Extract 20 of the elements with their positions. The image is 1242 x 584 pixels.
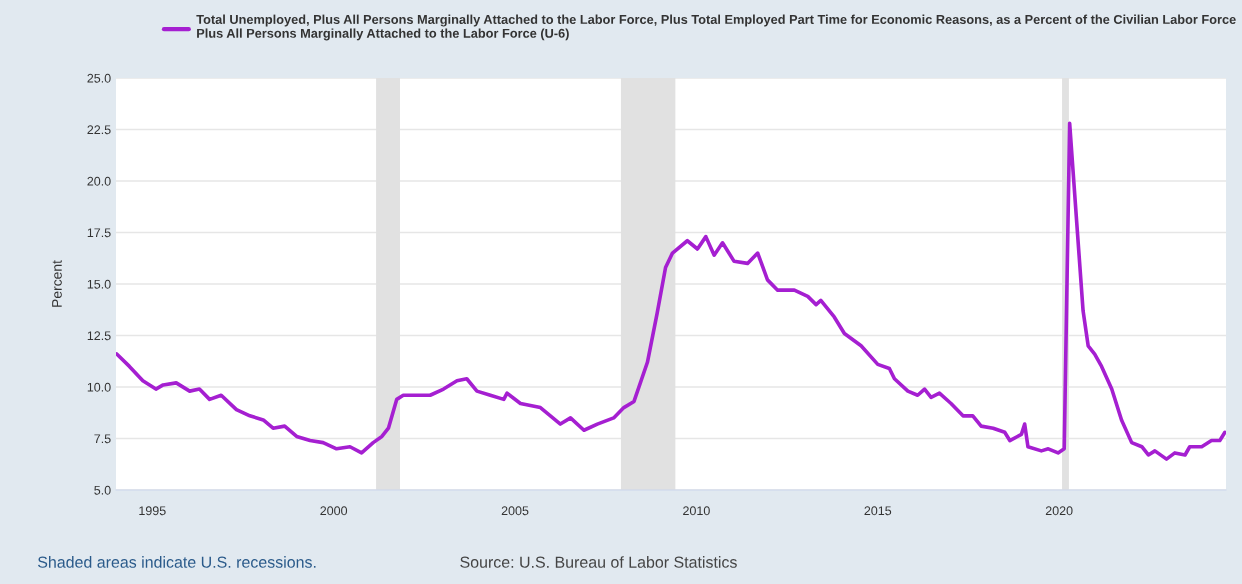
x-tick-label: 1995 [139,506,166,516]
y-tick-label: 7.5 [94,434,111,444]
x-tick-label: 2010 [683,506,710,516]
y-tick-label: 17.5 [87,228,111,238]
y-tick-label: 12.5 [87,331,111,341]
y-tick-label: 25.0 [87,73,111,83]
y-tick-label: 5.0 [94,485,111,495]
y-tick-label: 10.0 [87,382,111,392]
source-note: Source: U.S. Bureau of Labor Statistics [460,556,737,568]
x-tick-label: 2005 [501,506,529,516]
y-tick-label: 22.5 [87,125,111,135]
x-tick-label: 2020 [1045,506,1073,516]
y-tick-label: 15.0 [87,279,111,289]
legend-label: Total Unemployed, Plus All Persons Marginally Attached to the Labor Force, Plus Total Employed Part Time for Economic Reasons, as a Percent of the Civilian Labor Force Plus All Persons Marginally Attached to the Labor Force (U-6) [196,14,1236,41]
x-tick-label: 2015 [864,506,892,516]
x-tick-label: 2000 [320,506,348,516]
line-series [116,121,1226,461]
y-axis-title: Percent [52,260,62,307]
y-tick-label: 20.0 [87,176,111,186]
text: Shaded areas indicate U.S. recessions. [37,556,316,568]
